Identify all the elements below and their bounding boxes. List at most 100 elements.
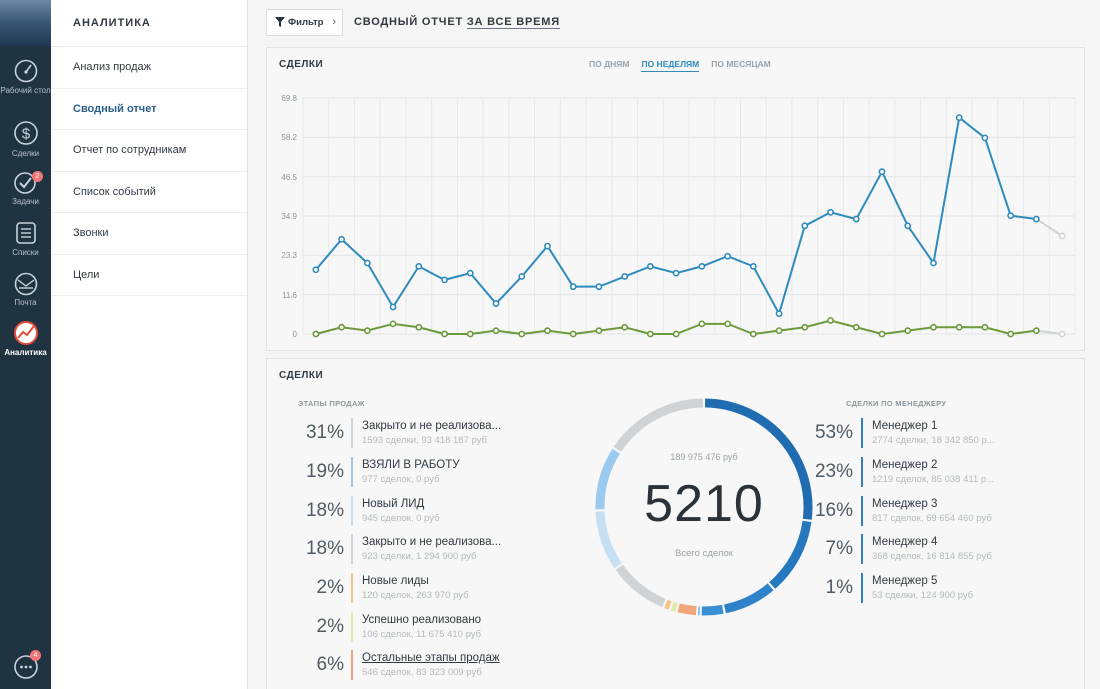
submenu-item-calls[interactable]: Звонки	[51, 213, 247, 255]
manager-row[interactable]: 53% Менеджер 1 2774 сделки, 18 342 850 р…	[795, 418, 1025, 451]
filter-button[interactable]: Фильтр ›	[266, 9, 343, 36]
data-point	[981, 323, 989, 331]
deals-stats-panel: СДЕЛКИ ЭТАПЫ ПРОДАЖ СДЕЛКИ ПО МЕНЕДЖЕРУ …	[266, 358, 1085, 689]
y-tick-label: 34.9	[281, 212, 297, 221]
chevron-right-icon: ›	[332, 16, 336, 28]
stage-arc	[595, 448, 621, 510]
data-point	[698, 262, 706, 270]
chart-y-ticks: 0 11.6 23.3 34.9 46.5 58.2 69.8	[281, 94, 297, 339]
stage-row[interactable]: 6% Остальные этапы продаж 546 сделок, 83…	[267, 650, 527, 683]
stage-arc	[664, 599, 672, 610]
manager-name: Менеджер 4	[872, 536, 938, 548]
list-icon	[15, 222, 36, 244]
stage-meta: 923 сделки, 1 294 900 руб	[362, 551, 477, 562]
manager-name: Менеджер 2	[872, 459, 938, 471]
manager-row[interactable]: 23% Менеджер 2 1219 сделок, 85 038 411 р…	[795, 457, 1025, 490]
data-point	[544, 327, 551, 335]
stage-color-bar	[351, 496, 353, 526]
stage-name: Новые лиды	[362, 575, 429, 587]
stage-arc	[595, 511, 622, 569]
data-point	[415, 262, 423, 270]
stage-color-bar	[351, 457, 353, 487]
data-point	[801, 222, 809, 230]
stage-color-bar	[351, 573, 353, 603]
manager-arc	[723, 583, 774, 614]
data-point	[904, 327, 912, 335]
submenu-item-summary-report[interactable]: Сводный отчет	[51, 89, 247, 130]
submenu-item-events-list[interactable]: Список событий	[51, 172, 247, 213]
manager-percent: 23%	[814, 461, 853, 482]
sidebar-item-lists[interactable]: Списки	[0, 220, 51, 257]
stages-list: 31% Закрыто и не реализова... 1593 сделк…	[267, 418, 567, 688]
mail-icon	[14, 272, 37, 296]
chart-grid	[302, 97, 1076, 335]
data-point	[338, 323, 345, 331]
stage-row[interactable]: 18% Новый ЛИД 945 сделок, 0 руб	[267, 496, 527, 529]
dollar-icon: $	[13, 121, 38, 145]
manager-row[interactable]: 1% Менеджер 5 53 сделки, 124 900 руб	[795, 573, 1025, 606]
manager-color-bar	[861, 418, 863, 448]
stage-name: Новый ЛИД	[362, 498, 425, 510]
stage-row[interactable]: 18% Закрыто и не реализова... 923 сделки…	[267, 534, 527, 567]
data-point	[312, 266, 320, 274]
data-point	[646, 262, 654, 270]
submenu-item-goals[interactable]: Цели	[51, 255, 247, 296]
manager-percent: 53%	[814, 422, 853, 443]
stages-donut-chart	[595, 398, 813, 616]
manager-color-bar	[861, 457, 863, 487]
data-point	[930, 259, 937, 267]
stage-percent: 2%	[316, 577, 344, 598]
stage-name: Закрыто и не реализова...	[362, 420, 502, 432]
deals-chart-panel: СДЕЛКИ ПО ДНЯМ ПО НЕДЕЛЯМ ПО МЕСЯЦАМ 0 11.6…	[266, 47, 1085, 351]
funnel-icon	[275, 17, 285, 28]
manager-percent: 16%	[814, 500, 853, 521]
analytics-icon	[13, 321, 38, 345]
stage-row[interactable]: 31% Закрыто и не реализова... 1593 сделк…	[267, 418, 527, 451]
data-point	[852, 215, 860, 223]
data-point	[827, 317, 834, 324]
data-point	[466, 269, 474, 277]
manager-arc	[701, 604, 724, 616]
stage-row[interactable]: 19% ВЗЯЛИ В РАБОТУ 977 сделок, 0 руб	[267, 457, 527, 490]
stage-row[interactable]: 2% Новые лиды 120 сделок, 263 970 руб	[267, 573, 527, 606]
sidebar-item-dashboard[interactable]: Рабочий стол	[0, 58, 51, 95]
data-point	[569, 283, 577, 291]
data-point	[646, 330, 654, 338]
submenu-item-sales-analysis[interactable]: Анализ продаж	[51, 47, 247, 89]
sidebar-item-label: Рабочий стол	[0, 86, 51, 95]
sidebar-item-deals[interactable]: $ Сделки	[0, 119, 51, 158]
submenu-item-employee-report[interactable]: Отчет по сотрудникам	[51, 130, 247, 172]
tab-by-weeks[interactable]: ПО НЕДЕЛЯМ	[641, 59, 700, 72]
series-projection-line	[1035, 218, 1063, 237]
period-selector[interactable]: ЗА ВСЕ ВРЕМЯ	[466, 16, 560, 29]
other-stages-link[interactable]: Остальные этапы продаж	[362, 652, 500, 664]
page-title: СВОДНЫЙ ОТЧЕТ ЗА ВСЕ ВРЕМЯ	[354, 16, 560, 29]
tab-by-days[interactable]: ПО ДНЯМ	[589, 59, 630, 69]
data-point	[441, 330, 448, 338]
data-point	[389, 303, 397, 311]
data-point	[1007, 212, 1015, 220]
managers-list: 53% Менеджер 1 2774 сделки, 18 342 850 р…	[795, 418, 1085, 618]
data-point	[878, 330, 886, 338]
manager-row[interactable]: 16% Менеджер 3 817 сделок, 69 654 460 ру…	[795, 496, 1025, 529]
sidebar-item-tasks[interactable]: Задачи 2	[0, 171, 51, 206]
sidebar-item-analytics[interactable]: Аналитика	[0, 320, 51, 357]
donut-total-label: Всего сделок	[675, 548, 733, 559]
data-point	[595, 327, 603, 335]
chat-button[interactable]: 4	[0, 650, 51, 682]
stage-name: Закрыто и не реализова...	[362, 536, 502, 548]
stage-row[interactable]: 2% Успешно реализовано 106 сделок, 11 67…	[267, 612, 527, 645]
app-sidebar: Рабочий стол $ Сделки Задачи 2 Списки	[0, 0, 51, 689]
chat-badge: 4	[30, 650, 41, 661]
manager-name: Менеджер 1	[872, 420, 938, 432]
sidebar-item-mail[interactable]: Почта	[0, 272, 51, 307]
manager-row[interactable]: 7% Менеджер 4 368 сделок, 16 814 855 руб	[795, 534, 1025, 567]
sidebar-item-label: Сделки	[11, 149, 40, 158]
data-point	[749, 262, 757, 270]
manager-name: Менеджер 3	[872, 498, 938, 510]
tab-by-months[interactable]: ПО МЕСЯЦАМ	[711, 59, 771, 69]
data-point	[466, 330, 474, 338]
manager-meta: 368 сделок, 16 814 855 руб	[872, 551, 992, 562]
data-point	[1033, 215, 1040, 223]
check-icon	[13, 172, 36, 194]
